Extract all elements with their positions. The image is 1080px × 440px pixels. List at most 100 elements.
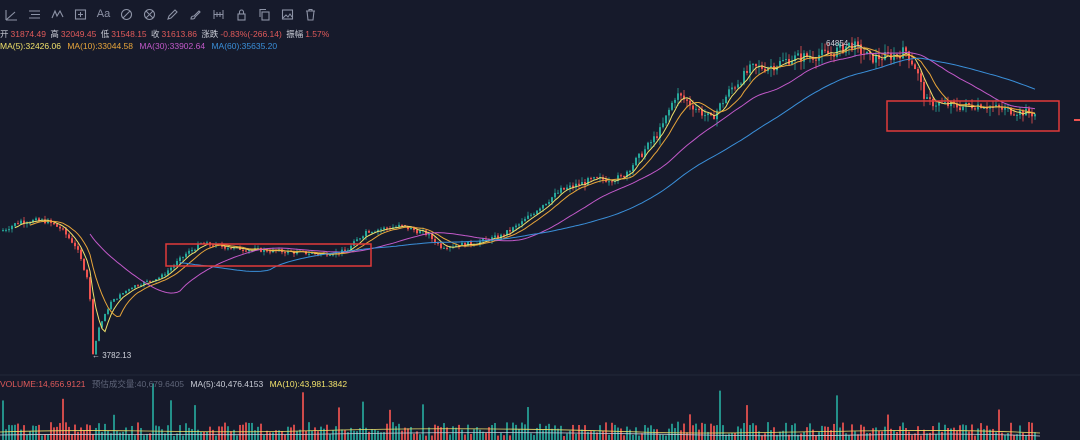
candle-body (350, 245, 352, 251)
volume-bar (464, 434, 466, 440)
volume-bar (995, 432, 997, 440)
candle-body (1025, 108, 1027, 116)
volume-bar (377, 430, 379, 440)
volume-bar (440, 427, 442, 440)
pencil-tool-icon[interactable] (161, 0, 184, 28)
high-label: 高 (50, 29, 59, 39)
volume-bar (851, 424, 853, 440)
volume-bar (266, 430, 268, 440)
candle-body (224, 246, 226, 249)
volume-bar (548, 423, 550, 440)
volume-bar (158, 426, 160, 440)
volume-bar (221, 426, 223, 440)
candle-body (704, 115, 706, 117)
candle-body (761, 65, 763, 69)
copy-drawing-icon[interactable] (253, 0, 276, 28)
candle-body (974, 108, 976, 110)
volume-bar (815, 435, 817, 440)
volume-bar (53, 427, 55, 440)
candle-body (548, 202, 550, 204)
trash-icon[interactable] (299, 0, 322, 28)
volume-bar (1022, 432, 1024, 440)
candle-body (1004, 107, 1006, 110)
candle-body (191, 250, 193, 252)
candle-body (161, 274, 163, 278)
volume-bar (74, 424, 76, 440)
volume-bar (446, 427, 448, 440)
candle-body (608, 181, 610, 183)
measure-tool-icon[interactable] (207, 0, 230, 28)
candle-body (539, 208, 541, 211)
volume-bar (881, 431, 883, 440)
candle-body (878, 54, 880, 60)
candle-body (644, 149, 646, 157)
candle-body (362, 236, 364, 239)
candle-body (2, 230, 4, 232)
trendline-tool-icon[interactable] (0, 0, 23, 28)
volume-bar (128, 434, 130, 440)
volume-bar (860, 424, 862, 440)
candle-body (68, 234, 70, 239)
volume-bar (689, 414, 691, 440)
candle-body (461, 242, 463, 247)
candle-body (416, 229, 418, 234)
candle-body (515, 225, 517, 228)
ma5-line (14, 44, 1036, 333)
candle-body (146, 280, 148, 282)
hide-drawings-icon[interactable] (138, 0, 161, 28)
candle-body (743, 70, 745, 84)
brush-tool-icon[interactable] (184, 0, 207, 28)
candle-body (482, 238, 484, 242)
volume-bar (290, 427, 292, 440)
candle-body (26, 222, 28, 224)
candle-body (938, 102, 940, 106)
screenshot-icon[interactable] (276, 0, 299, 28)
close-label: 收 (151, 29, 160, 39)
volume-bar (740, 428, 742, 440)
volume-bar (392, 422, 394, 440)
volume-bar (620, 428, 622, 440)
volume-bar (62, 398, 64, 440)
volume-bar (899, 426, 901, 440)
candle-body (518, 224, 520, 226)
candle-body (410, 227, 412, 230)
volume-bar (44, 434, 46, 440)
volume-bar (230, 431, 232, 440)
volume-bar (917, 426, 919, 440)
candle-body (1013, 114, 1015, 116)
candle-body (230, 248, 232, 250)
candle-body (851, 42, 853, 50)
volume-bar (476, 427, 478, 440)
candle-body (707, 113, 709, 116)
candle-body (521, 221, 523, 225)
magnet-tool-icon[interactable] (115, 0, 138, 28)
volume-bar (704, 423, 706, 440)
candle-body (449, 246, 451, 249)
volume-bar (47, 434, 49, 440)
lock-drawing-icon[interactable] (230, 0, 253, 28)
volume-bar (110, 433, 112, 440)
change-label: 涨跌 (201, 29, 219, 39)
horizontal-lines-tool-icon[interactable] (23, 0, 46, 28)
candle-body (458, 245, 460, 247)
candle-body (815, 59, 817, 61)
candle-body (92, 299, 94, 355)
rectangle-tool-icon[interactable] (69, 0, 92, 28)
volume-bar (938, 422, 940, 440)
volume-bar (404, 427, 406, 440)
volume-bar (662, 434, 664, 440)
volume-ma10: MA(10):43,981.3842 (269, 379, 348, 389)
volume-bar (1016, 434, 1018, 440)
volume-bar (113, 414, 115, 440)
candle-body (995, 104, 997, 107)
volume-bar (368, 431, 370, 440)
candle-body (725, 96, 727, 104)
volume-bar (530, 433, 532, 440)
volume-bar (452, 426, 454, 440)
volume-bar (677, 421, 679, 440)
text-tool-icon[interactable]: Aa (92, 0, 115, 28)
candle-body (554, 192, 556, 198)
candle-body (791, 61, 793, 65)
wave-pattern-tool-icon[interactable] (46, 0, 69, 28)
